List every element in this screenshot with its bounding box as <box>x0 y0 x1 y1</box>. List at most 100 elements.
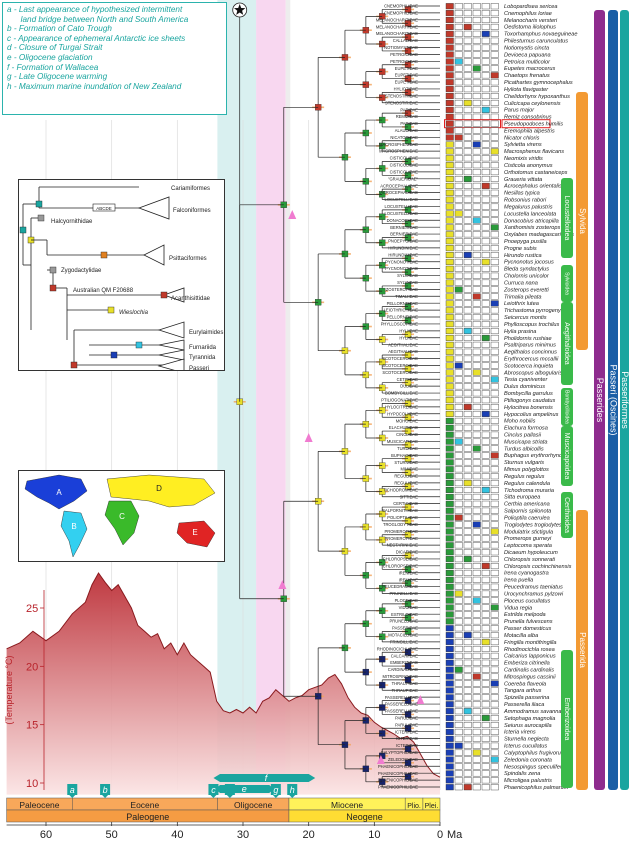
bar-passerida-label: Passerida <box>578 632 587 668</box>
species-label: Turdus albicollis <box>504 446 544 452</box>
event-marker-label: b <box>103 785 108 795</box>
distribution-box <box>454 182 463 189</box>
distribution-box <box>463 466 472 473</box>
distribution-box <box>481 252 490 259</box>
distribution-box <box>454 148 463 155</box>
distribution-box <box>490 652 499 659</box>
distribution-box <box>472 569 481 576</box>
distribution-box <box>445 113 454 120</box>
family-label: MITROSPINGIDAE <box>383 674 419 679</box>
event-marker <box>100 784 111 795</box>
family-label: PHAENICOPHILIDAE <box>378 771 418 776</box>
continent-b <box>60 510 88 558</box>
distribution-box <box>445 30 454 37</box>
distribution-box <box>481 328 490 335</box>
distribution-box <box>463 93 472 100</box>
pink-marker <box>288 210 297 219</box>
distribution-box <box>490 113 499 120</box>
distribution-box <box>463 23 472 30</box>
distribution-box <box>472 224 481 231</box>
distribution-box <box>454 383 463 390</box>
distribution-box <box>463 99 472 106</box>
period-label: Paleogene <box>126 812 169 822</box>
species-label: Chelidorhynx hypoxanthus <box>504 94 570 100</box>
species-label: Locustella lanceolata <box>504 211 556 217</box>
distribution-box <box>463 134 472 141</box>
distribution-box <box>445 604 454 611</box>
distribution-box <box>472 438 481 445</box>
species-label: Passer domesticus <box>504 626 551 632</box>
species-label: Rhodinocichla rosea <box>504 647 555 653</box>
distribution-box <box>490 487 499 494</box>
distribution-box <box>481 459 490 466</box>
distribution-box <box>472 611 481 618</box>
family-label: PARULIDAE <box>395 715 418 720</box>
distribution-box <box>472 397 481 404</box>
distribution-box <box>463 514 472 521</box>
distribution-box <box>490 735 499 742</box>
continent-label: D <box>156 484 162 493</box>
distribution-box <box>472 37 481 44</box>
distribution-box <box>445 127 454 134</box>
distribution-box <box>463 44 472 51</box>
species-label: Progne subis <box>504 246 537 252</box>
acanthisittidae-triangle <box>162 287 185 303</box>
distribution-box <box>445 17 454 24</box>
temperature-line <box>6 572 441 778</box>
distribution-box <box>454 127 463 134</box>
family-label: MELANOCHARITIDAE <box>376 17 418 22</box>
distribution-box <box>445 155 454 162</box>
distribution-box <box>472 459 481 466</box>
family-label: DONACOBIIDAE <box>387 218 419 223</box>
distribution-box <box>490 155 499 162</box>
family-label: PHAENICOPHILIDAE <box>378 764 418 769</box>
distribution-box <box>463 424 472 431</box>
distribution-box <box>463 556 472 563</box>
distribution-box <box>463 293 472 300</box>
distribution-box <box>481 404 490 411</box>
family-label: EUPETIDAE <box>395 80 418 85</box>
distribution-box <box>490 169 499 176</box>
bar-passeriformes-label: Passeriformes <box>620 371 630 429</box>
bar-oscines <box>608 10 618 790</box>
distribution-box <box>472 58 481 65</box>
species-label: Icteria virens <box>504 730 536 736</box>
distribution-box <box>454 459 463 466</box>
distribution-box <box>490 265 499 272</box>
distribution-box <box>481 265 490 272</box>
distribution-box <box>463 307 472 314</box>
species-label: Hyliota flavigaster <box>504 87 549 93</box>
distribution-box <box>481 445 490 452</box>
family-label: HYLIOTIDAE <box>394 87 419 92</box>
distribution-box <box>472 17 481 24</box>
distribution-box <box>445 480 454 487</box>
time-tick-label: 0 <box>437 829 443 841</box>
distribution-box <box>472 189 481 196</box>
distribution-box <box>445 314 454 321</box>
distribution-box <box>490 618 499 625</box>
distribution-box <box>490 30 499 37</box>
distribution-box <box>454 10 463 17</box>
distribution-box <box>472 597 481 604</box>
distribution-box <box>490 625 499 632</box>
event-marker-pointer <box>69 795 76 798</box>
distribution-box <box>445 376 454 383</box>
distribution-box <box>472 742 481 749</box>
event-g: g - Late Oligocene warming <box>7 72 108 82</box>
distribution-box <box>445 3 454 10</box>
inset-node-label: ABCDE <box>96 206 112 211</box>
distribution-box <box>472 576 481 583</box>
distribution-box <box>481 569 490 576</box>
distribution-box <box>445 431 454 438</box>
distribution-box <box>463 314 472 321</box>
temp-tick-label: 20 <box>26 661 38 673</box>
distribution-box <box>481 563 490 570</box>
distribution-box <box>463 362 472 369</box>
distribution-box <box>472 770 481 777</box>
event-marker <box>270 784 281 795</box>
distribution-box <box>445 542 454 549</box>
distribution-box <box>481 3 490 10</box>
species-label: Hylocitrea bonensis <box>504 405 553 411</box>
species-label: Irena puella <box>504 578 533 584</box>
distribution-box <box>454 701 463 708</box>
